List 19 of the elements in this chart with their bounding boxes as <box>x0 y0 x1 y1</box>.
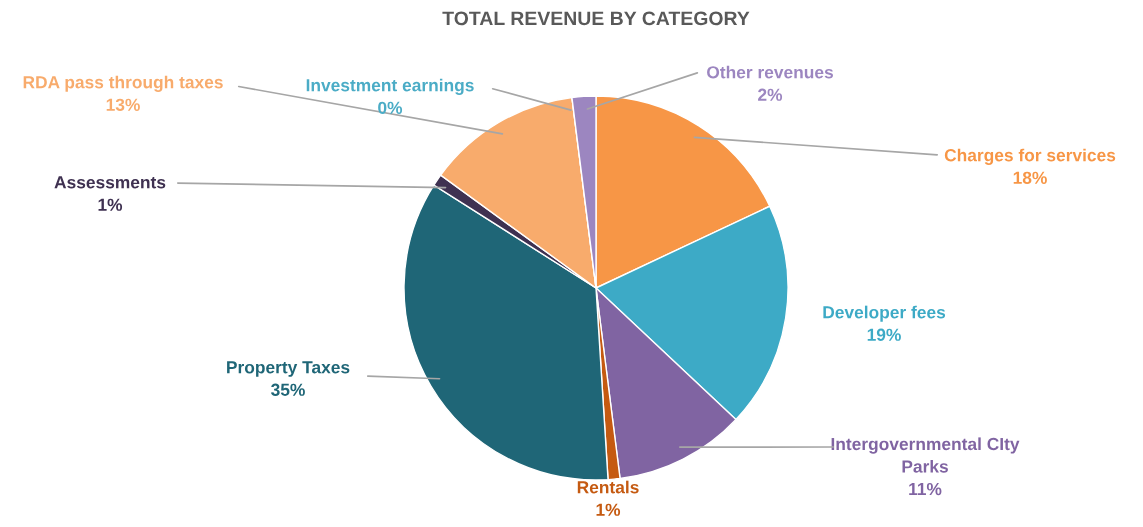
slice-label: Charges for services <box>944 148 1116 165</box>
slice-label: Intergovernmental CIty Parks <box>831 437 1020 473</box>
slice-label: Other revenues <box>707 65 833 79</box>
slice-label: Developer fees <box>823 305 946 322</box>
data-label: 2% <box>758 88 783 101</box>
data-label: 1% <box>98 198 123 211</box>
data-label: 18% <box>1013 171 1047 184</box>
data-label: 13% <box>106 98 140 111</box>
category-label: Investment earnings <box>306 78 474 95</box>
slice-label: RDA pass through taxes <box>23 75 223 92</box>
chart-title: TOTAL REVENUE BY CATEGORY <box>442 11 750 26</box>
slice-label: Assessments <box>54 176 166 189</box>
data-label: 1% <box>596 503 621 516</box>
data-label: 35% <box>271 383 305 396</box>
data-label: 19% <box>867 328 901 341</box>
data-label: 11% <box>909 482 942 496</box>
slice-label: Property Taxes <box>227 361 350 377</box>
text: 0% <box>378 101 403 114</box>
slice-label: Rentals <box>577 480 639 494</box>
